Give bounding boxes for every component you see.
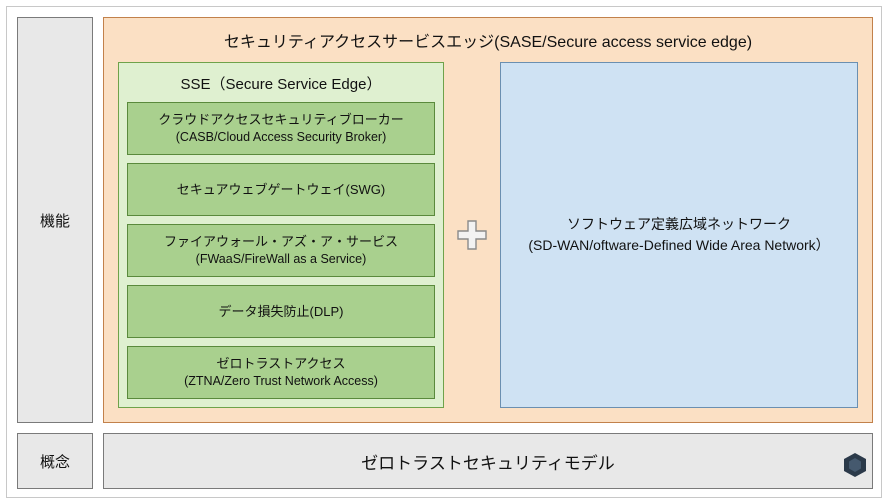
- sse-title: SSE（Secure Service Edge）: [127, 69, 435, 102]
- row-functions: 機能 セキュリティアクセスサービスエッジ(SASE/Secure access …: [17, 17, 873, 423]
- sse-item-line2: (FWaaS/FireWall as a Service): [196, 251, 367, 268]
- sse-item-line2: (CASB/Cloud Access Security Broker): [176, 129, 387, 146]
- sse-item-casb: クラウドアクセスセキュリティブローカー (CASB/Cloud Access S…: [127, 102, 435, 155]
- diagram-frame: 機能 セキュリティアクセスサービスエッジ(SASE/Secure access …: [6, 6, 882, 498]
- sse-item-line1: ゼロトラストアクセス: [216, 355, 345, 373]
- sdwan-line1: ソフトウェア定義広域ネットワーク: [567, 214, 791, 235]
- zerotrust-box: ゼロトラストセキュリティモデル: [103, 433, 873, 489]
- label-functions: 機能: [17, 17, 93, 423]
- sase-container: セキュリティアクセスサービスエッジ(SASE/Secure access ser…: [103, 17, 873, 423]
- row-concept: 概念 ゼロトラストセキュリティモデル: [17, 433, 873, 489]
- sse-item-ztna: ゼロトラストアクセス (ZTNA/Zero Trust Network Acce…: [127, 346, 435, 399]
- sse-item-line1: セキュアウェブゲートウェイ(SWG): [177, 181, 385, 199]
- sdwan-line2: (SD-WAN/oftware-Defined Wide Area Networ…: [528, 235, 829, 256]
- sse-item-swg: セキュアウェブゲートウェイ(SWG): [127, 163, 435, 216]
- sase-title: セキュリティアクセスサービスエッジ(SASE/Secure access ser…: [104, 18, 872, 58]
- label-concept: 概念: [17, 433, 93, 489]
- sse-item-dlp: データ損失防止(DLP): [127, 285, 435, 338]
- sse-item-fwaas: ファイアウォール・アズ・ア・サービス (FWaaS/FireWall as a …: [127, 224, 435, 277]
- sse-item-line1: クラウドアクセスセキュリティブローカー: [158, 111, 404, 129]
- sdwan-container: ソフトウェア定義広域ネットワーク (SD-WAN/oftware-Defined…: [500, 62, 858, 408]
- sse-item-line1: ファイアウォール・アズ・ア・サービス: [164, 233, 398, 251]
- sase-body: SSE（Secure Service Edge） クラウドアクセスセキュリティブ…: [118, 62, 858, 408]
- hexagon-badge-icon: [841, 451, 869, 479]
- sse-item-line1: データ損失防止(DLP): [219, 303, 344, 321]
- plus-connector: [444, 62, 500, 408]
- sse-item-line2: (ZTNA/Zero Trust Network Access): [184, 373, 378, 390]
- sse-container: SSE（Secure Service Edge） クラウドアクセスセキュリティブ…: [118, 62, 444, 408]
- plus-icon: [454, 217, 490, 253]
- sse-item-list: クラウドアクセスセキュリティブローカー (CASB/Cloud Access S…: [127, 102, 435, 399]
